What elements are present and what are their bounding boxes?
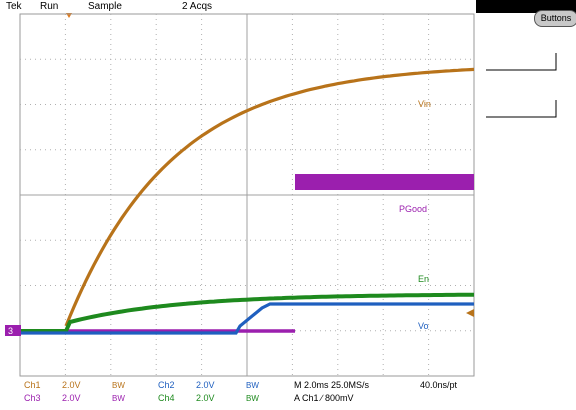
ch3-ground-marker (5, 325, 21, 336)
ch3-bw-limit: BW (112, 394, 125, 403)
ch2-scale: 2.0V (196, 380, 215, 390)
ch3-marker-label: 3 (8, 326, 13, 336)
brand-label: Tek (6, 1, 22, 12)
waveform-display: 3 Vin PGood En Vo (5, 13, 475, 377)
vo-trace-label: Vo (418, 321, 429, 331)
buttons-button[interactable]: Buttons (534, 10, 576, 27)
ch4-bw-limit: BW (246, 394, 259, 403)
acquisition-mode: Sample (88, 1, 122, 12)
timebase-readout: M 2.0ms 25.0MS/s (294, 380, 370, 390)
en-trace (20, 292, 474, 333)
ch1-scale: 2.0V (62, 380, 81, 390)
vo-trace (20, 302, 474, 335)
ch1-bw-limit: BW (112, 381, 125, 390)
reference-arrow (466, 309, 474, 317)
ch1-label: Ch1 (24, 380, 41, 390)
vin-trace-label: Vin (418, 99, 431, 109)
trigger-readout: A Ch1 ∕ 800mV (294, 393, 354, 403)
side-menu-panel (476, 0, 576, 410)
ch4-scale: 2.0V (196, 393, 215, 403)
ch2-label: Ch2 (158, 380, 175, 390)
acquisition-count: 2 Acqs (182, 1, 213, 12)
ch4-label: Ch4 (158, 393, 175, 403)
en-trace-label: En (418, 274, 429, 284)
pgood-trace-label: PGood (399, 204, 427, 214)
ch2-bw-limit: BW (246, 381, 259, 390)
side-menu-brackets (486, 53, 557, 118)
vin-trace (64, 67, 475, 327)
ch3-scale: 2.0V (62, 393, 81, 403)
ch3-label: Ch3 (24, 393, 41, 403)
run-state: Run (40, 1, 59, 12)
graticule-grid (20, 14, 474, 376)
pgood-high-trace (295, 174, 474, 190)
side-menu-header (476, 0, 576, 13)
resolution-readout: 40.0ns/pt (420, 380, 458, 390)
